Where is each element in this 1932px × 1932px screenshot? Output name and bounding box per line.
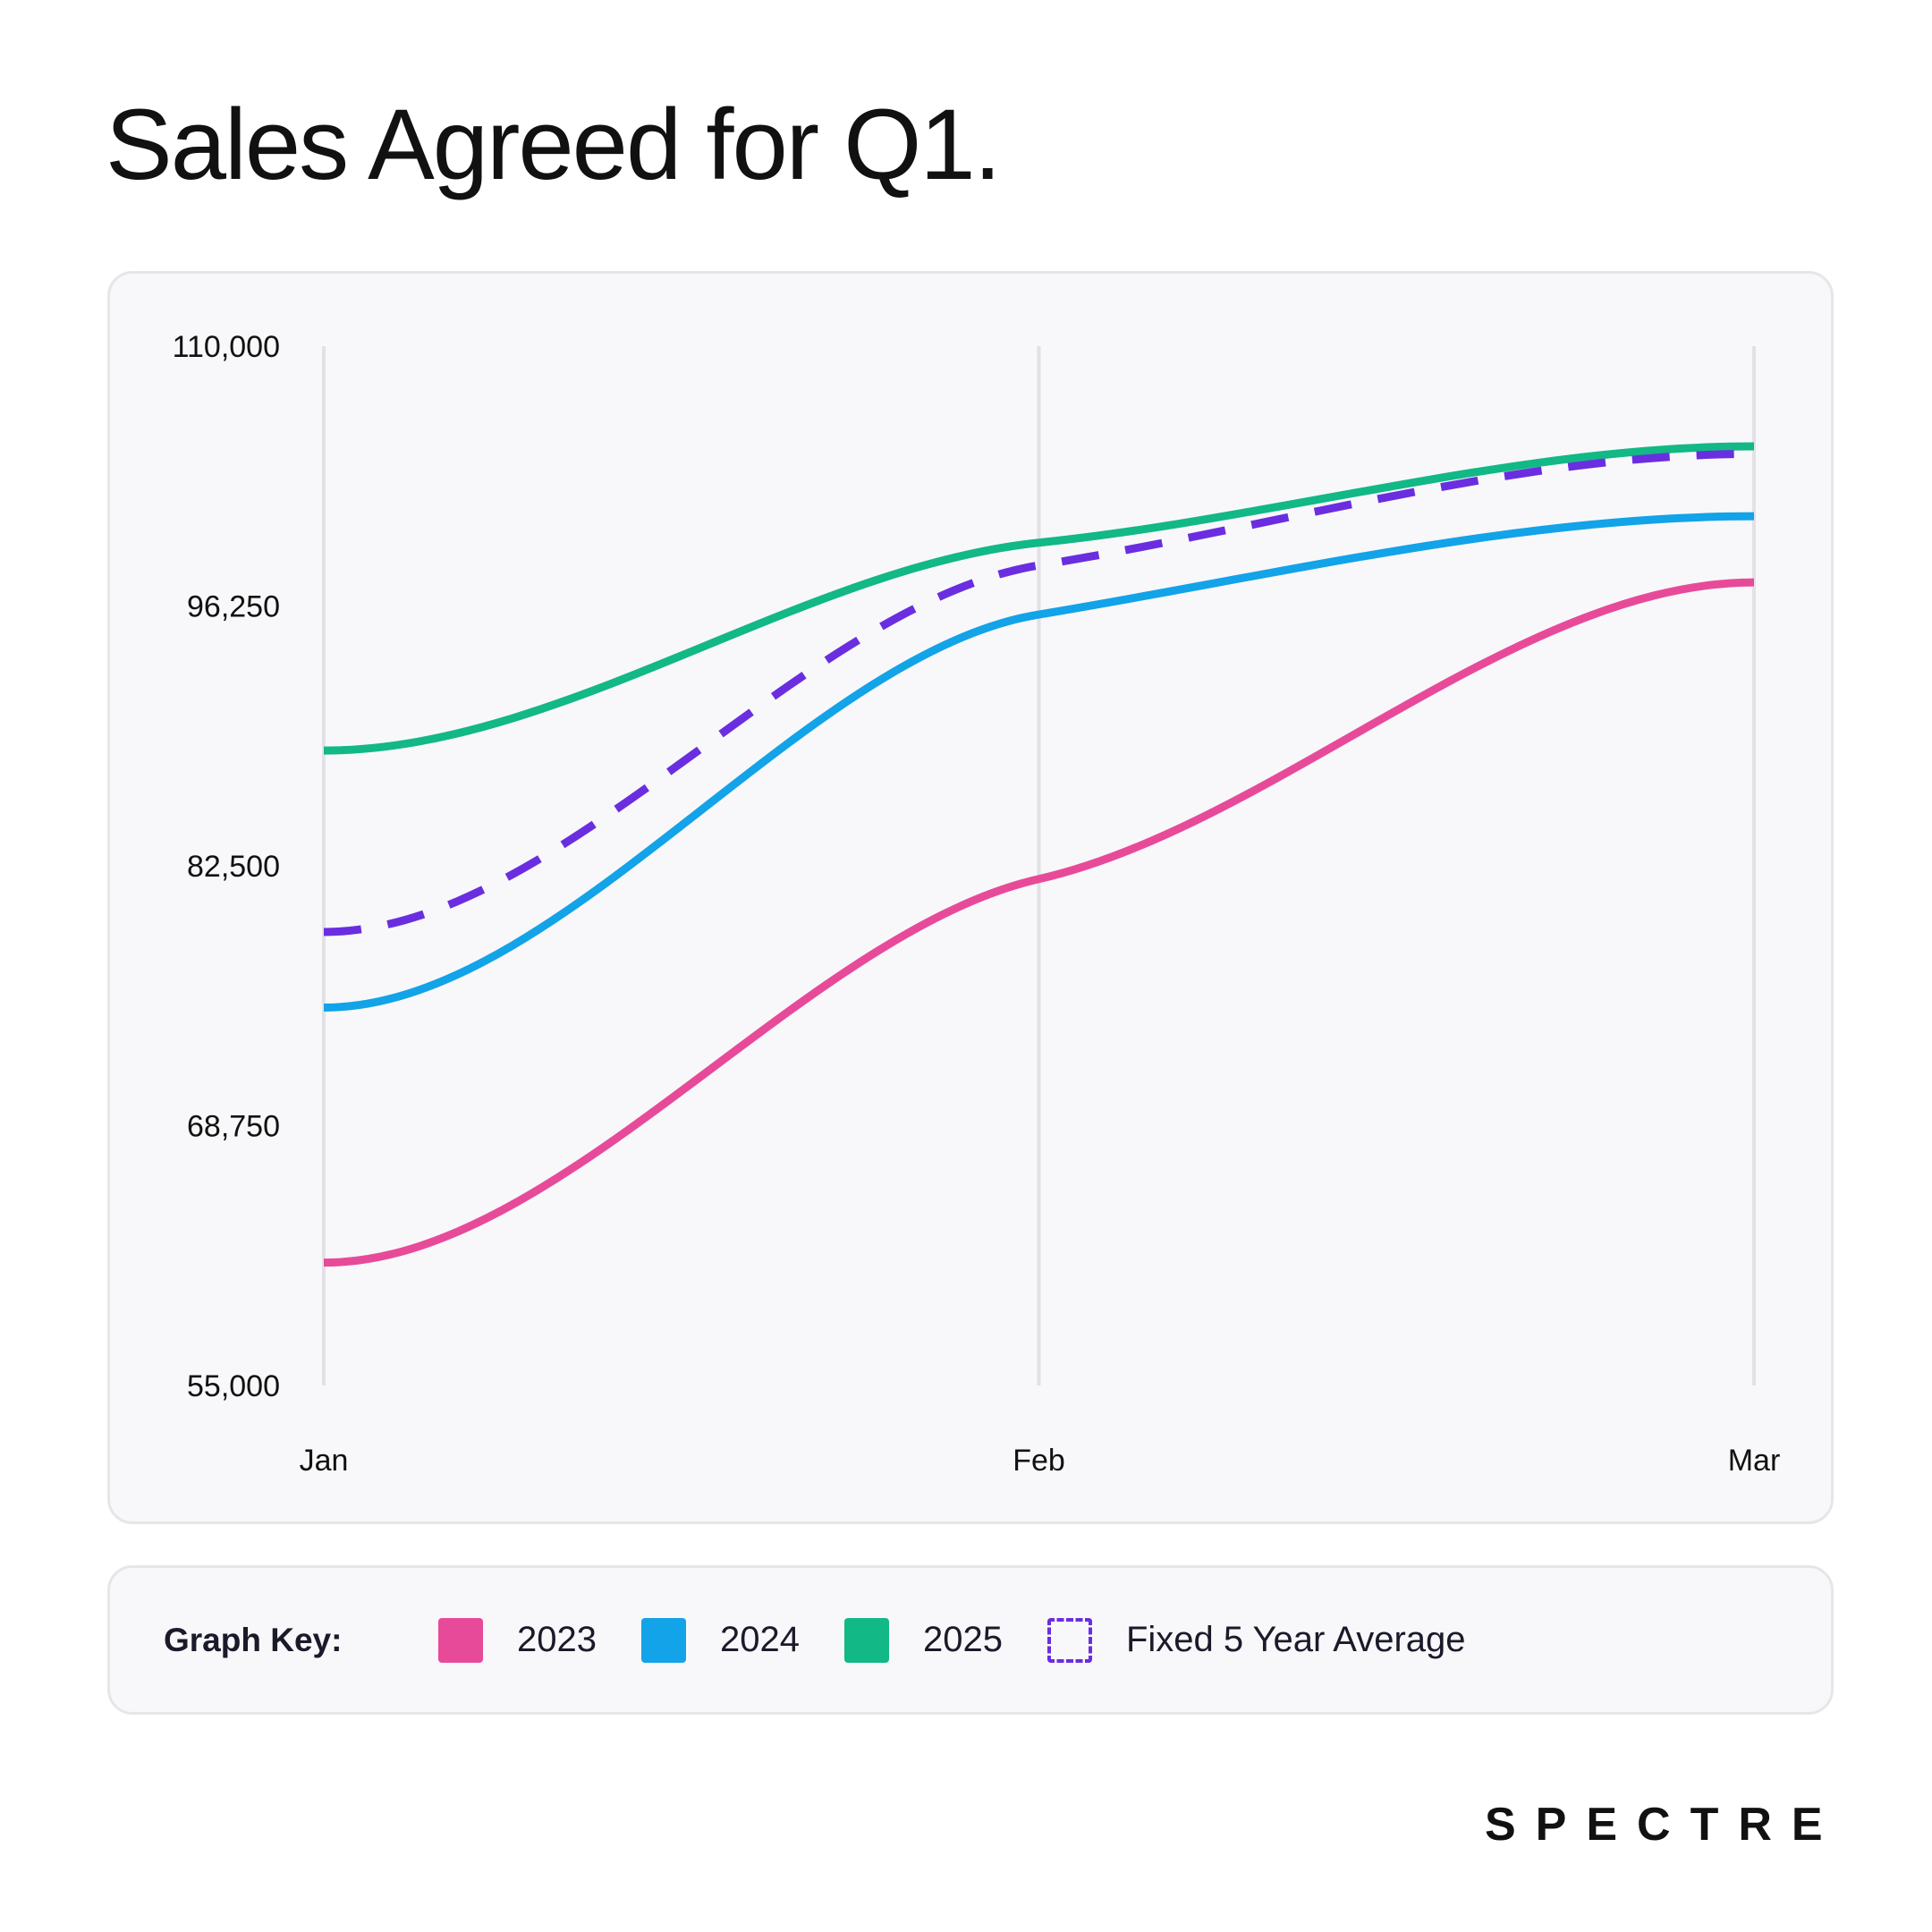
legend-label-2023: 2023: [517, 1620, 597, 1659]
graph-key-title: Graph Key:: [164, 1621, 343, 1658]
chart-title: Sales Agreed for Q1.: [106, 89, 1002, 200]
line-chart: 110,000 96,250 82,500 68,750 55,000 Jan Feb Ma…: [173, 330, 1781, 1478]
legend-swatch-2023: [438, 1617, 483, 1663]
legend-label-2024: 2024: [719, 1620, 800, 1659]
legend-item-2024: 2024: [640, 1617, 800, 1663]
series-layer: [323, 442, 1755, 1267]
legend-item-2023: 2023: [438, 1617, 597, 1663]
y-tick-label: 82,500: [187, 850, 280, 884]
legend-item-2025: 2025: [843, 1617, 1003, 1663]
legend-items: 2023 2024 2025 Fixed 5 Year Average: [438, 1568, 1511, 1712]
x-tick-label-mar: Mar: [1728, 1444, 1781, 1478]
grid-layer: [322, 346, 1756, 1385]
chart-card: 110,000 96,250 82,500 68,750 55,000 Jan Feb Ma…: [107, 271, 1834, 1524]
legend-swatch-average: [1046, 1617, 1092, 1663]
brand-logo: SPECTRE: [1485, 1799, 1843, 1851]
x-tick-label-jan: Jan: [300, 1444, 349, 1478]
series-line-fixed-5-year-average: [323, 449, 1755, 936]
series-line-2023: [323, 578, 1755, 1267]
series-line-2025: [323, 442, 1755, 755]
graph-key: Graph Key: 2023 2024 2025 Fixed 5 Year A…: [107, 1565, 1834, 1715]
legend-swatch-2025: [843, 1617, 889, 1663]
y-tick-label: 68,750: [187, 1110, 280, 1144]
legend-swatch-2024: [640, 1617, 686, 1663]
legend-label-2025: 2025: [922, 1620, 1003, 1659]
x-tick-label-feb: Feb: [1013, 1444, 1065, 1478]
y-tick-label: 96,250: [187, 590, 280, 624]
y-tick-label: 110,000: [173, 330, 280, 364]
legend-item-average: Fixed 5 Year Average: [1046, 1617, 1466, 1663]
series-line-2024: [323, 512, 1755, 1012]
y-axis-ticks: 110,000 96,250 82,500 68,750 55,000: [173, 330, 280, 1403]
x-axis-ticks: Jan Feb Mar: [300, 1444, 1781, 1478]
legend-label-average: Fixed 5 Year Average: [1125, 1620, 1466, 1659]
y-tick-label: 55,000: [187, 1369, 280, 1403]
